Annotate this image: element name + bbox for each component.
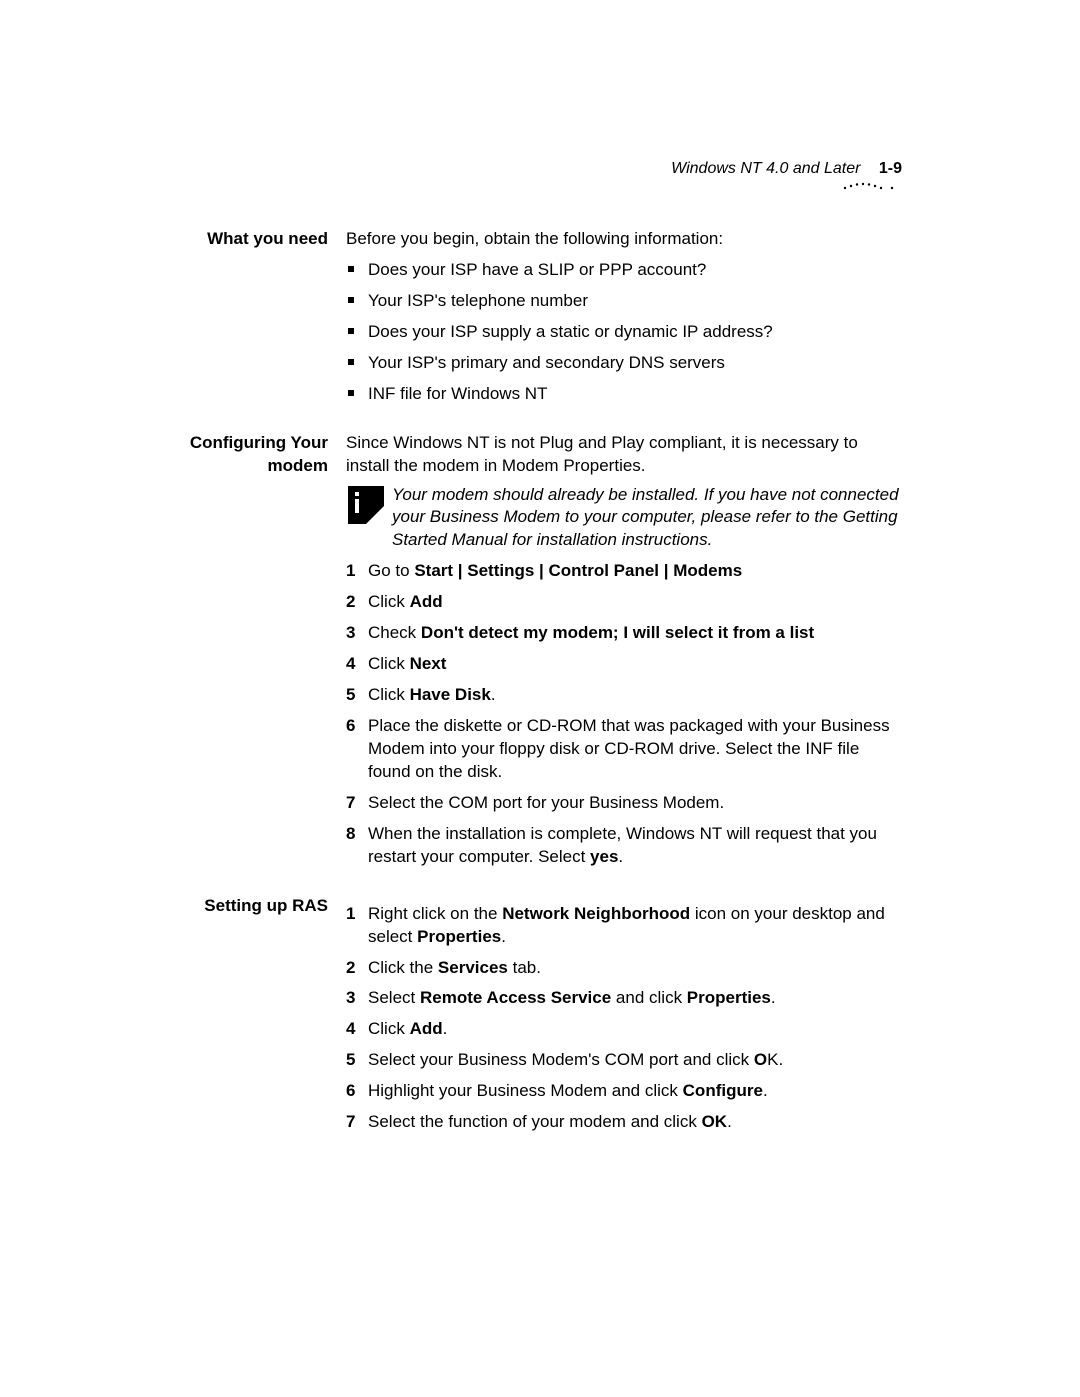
- note-text: Your modem should already be installed. …: [392, 484, 902, 553]
- text: Select: [368, 988, 420, 1007]
- text: Click: [368, 654, 410, 673]
- step-item: Click Have Disk.: [346, 684, 902, 707]
- step-item: Check Don't detect my modem; I will sele…: [346, 622, 902, 645]
- step-item: Click Add: [346, 591, 902, 614]
- intro-text: Before you begin, obtain the following i…: [346, 228, 902, 251]
- header-page-number: 1-9: [879, 160, 902, 177]
- header-title: Windows NT 4.0 and Later: [671, 160, 860, 177]
- bold-text: Have Disk: [410, 685, 491, 704]
- text: Click: [368, 592, 410, 611]
- steps-list: Go to Start | Settings | Control Panel |…: [346, 560, 902, 868]
- step-item: Click Next: [346, 653, 902, 676]
- bold-text: Properties: [417, 927, 501, 946]
- step-item: Select the COM port for your Business Mo…: [346, 792, 902, 815]
- text: Check: [368, 623, 421, 642]
- section-label: Setting up RAS: [180, 895, 346, 1135]
- bold-text: OK: [702, 1112, 728, 1131]
- section-body: Since Windows NT is not Plug and Play co…: [346, 432, 902, 869]
- page-header: Windows NT 4.0 and Later 1-9: [671, 160, 902, 192]
- text: Highlight your Business Modem and click: [368, 1081, 683, 1100]
- text: .: [443, 1019, 448, 1038]
- steps-list: Right click on the Network Neighborhood …: [346, 903, 902, 1135]
- section-setting-up-ras: Setting up RAS Right click on the Networ…: [180, 895, 902, 1135]
- text: Click: [368, 1019, 410, 1038]
- text: Select the function of your modem and cl…: [368, 1112, 702, 1131]
- intro-text: Since Windows NT is not Plug and Play co…: [346, 432, 902, 478]
- info-icon: [346, 484, 392, 526]
- text: tab.: [508, 958, 541, 977]
- text: .: [771, 988, 776, 1007]
- step-item: Highlight your Business Modem and click …: [346, 1080, 902, 1103]
- header-decoration: [671, 182, 902, 192]
- text: .: [491, 685, 496, 704]
- text: .: [618, 847, 623, 866]
- text: Click: [368, 685, 410, 704]
- step-item: When the installation is complete, Windo…: [346, 823, 902, 869]
- text: K.: [767, 1050, 783, 1069]
- section-configuring-modem: Configuring Your modem Since Windows NT …: [180, 432, 902, 869]
- section-what-you-need: What you need Before you begin, obtain t…: [180, 228, 902, 406]
- list-item: INF file for Windows NT: [346, 383, 902, 406]
- list-item: Does your ISP have a SLIP or PPP account…: [346, 259, 902, 282]
- section-label: What you need: [180, 228, 346, 406]
- step-item: Click the Services tab.: [346, 957, 902, 980]
- text: .: [501, 927, 506, 946]
- bold-text: Start | Settings | Control Panel | Modem…: [414, 561, 742, 580]
- text: .: [727, 1112, 732, 1131]
- list-item: Your ISP's telephone number: [346, 290, 902, 313]
- list-item: Does your ISP supply a static or dynamic…: [346, 321, 902, 344]
- bold-text: yes: [590, 847, 618, 866]
- content: What you need Before you begin, obtain t…: [180, 228, 902, 1144]
- text: .: [763, 1081, 768, 1100]
- step-item: Go to Start | Settings | Control Panel |…: [346, 560, 902, 583]
- bold-text: Don't detect my modem; I will select it …: [421, 623, 814, 642]
- step-item: Right click on the Network Neighborhood …: [346, 903, 902, 949]
- section-label: Configuring Your modem: [180, 432, 346, 869]
- bold-text: Next: [410, 654, 447, 673]
- note: Your modem should already be installed. …: [346, 484, 902, 553]
- text: Select your Business Modem's COM port an…: [368, 1050, 754, 1069]
- page: Windows NT 4.0 and Later 1-9 What you ne…: [0, 0, 1080, 1397]
- section-body: Before you begin, obtain the following i…: [346, 228, 902, 406]
- bold-text: Add: [410, 592, 443, 611]
- bold-text: Services: [438, 958, 508, 977]
- text: Click the: [368, 958, 438, 977]
- bold-text: Properties: [687, 988, 771, 1007]
- list-item: Your ISP's primary and secondary DNS ser…: [346, 352, 902, 375]
- step-item: Select your Business Modem's COM port an…: [346, 1049, 902, 1072]
- bold-text: Remote Access Service: [420, 988, 611, 1007]
- text: and click: [611, 988, 687, 1007]
- bold-text: Configure: [683, 1081, 763, 1100]
- text: Go to: [368, 561, 414, 580]
- step-item: Select Remote Access Service and click P…: [346, 987, 902, 1010]
- bold-text: O: [754, 1050, 767, 1069]
- bullet-list: Does your ISP have a SLIP or PPP account…: [346, 259, 902, 406]
- section-body: Right click on the Network Neighborhood …: [346, 895, 902, 1135]
- step-item: Select the function of your modem and cl…: [346, 1111, 902, 1134]
- step-item: Place the diskette or CD-ROM that was pa…: [346, 715, 902, 784]
- step-item: Click Add.: [346, 1018, 902, 1041]
- text: Right click on the: [368, 904, 502, 923]
- bold-text: Network Neighborhood: [502, 904, 690, 923]
- bold-text: Add: [410, 1019, 443, 1038]
